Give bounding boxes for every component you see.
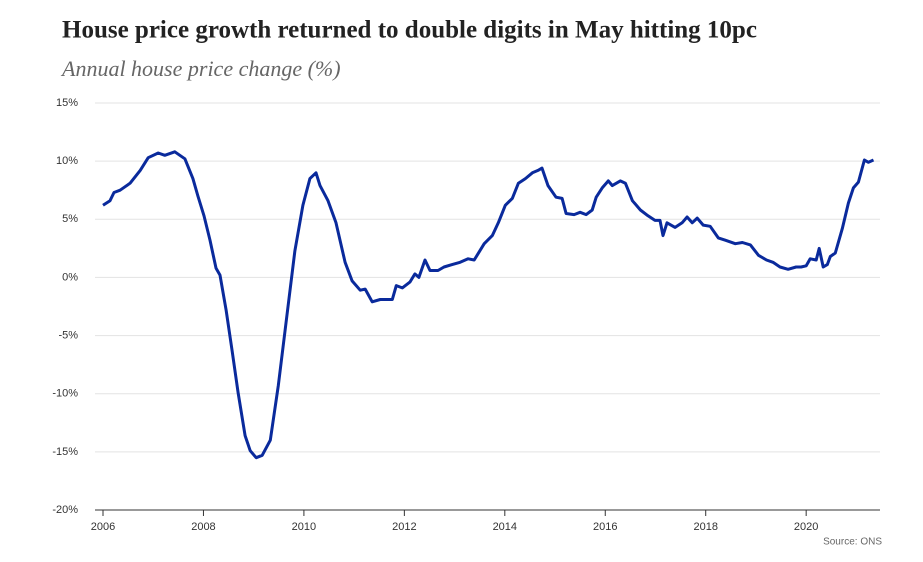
x-tick-label: 2020 [794,521,818,533]
y-tick-label: 5% [62,213,78,225]
y-tick-label: 10% [56,155,78,167]
x-tick-label: 2012 [392,521,416,533]
y-tick-label: -5% [58,329,78,341]
y-tick-label: 0% [62,271,78,283]
line [102,150,875,460]
x-tick-label: 2018 [693,521,717,533]
source: Source: ONS [823,537,882,548]
chart-title: House price growth returned to double di… [62,17,757,44]
x-tick-label: 2014 [493,521,517,533]
chart-subtitle: Annual house price change (%) [60,56,341,81]
y-tick-label: -20% [52,504,78,516]
x-tick-label: 2010 [292,521,316,533]
x-tick-label: 2008 [191,521,215,533]
y-tick-label: -15% [52,446,78,458]
y-tick-label: -10% [52,388,78,400]
x-tick-label: 2016 [593,521,617,533]
x-tick-label: 2006 [91,521,115,533]
y-tick-label: 15% [56,97,78,109]
